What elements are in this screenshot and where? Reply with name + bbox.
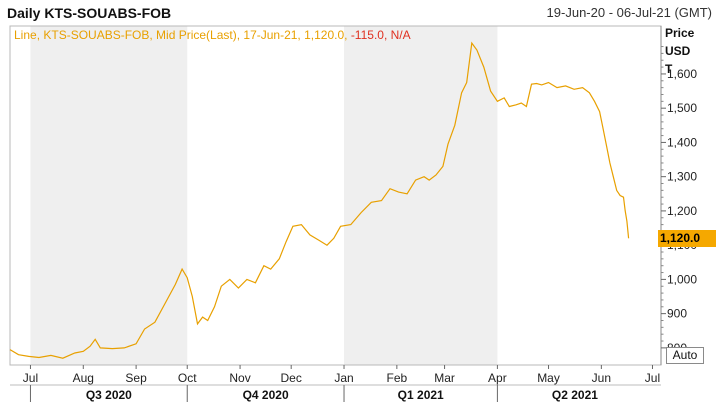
quarter-label: Q4 2020: [243, 388, 289, 402]
y-tick-label: 1,400: [667, 135, 697, 149]
y-tick-label: 1,300: [667, 170, 697, 184]
x-tick-label: Feb: [387, 371, 408, 385]
x-tick-label: Aug: [73, 371, 94, 385]
x-tick-label: Jul: [645, 371, 660, 385]
quarter-label: Q1 2021: [398, 388, 444, 402]
quarter-band: [344, 26, 498, 365]
y-axis: 8009001,0001,1001,2001,3001,4001,5001,60…: [661, 46, 697, 355]
quarter-band: [30, 26, 188, 365]
legend-na: N/A: [390, 28, 411, 42]
x-tick-label: Mar: [434, 371, 455, 385]
legend-series-label: Line, KTS-SOUABS-FOB, Mid Price(Last), 1…: [14, 28, 348, 42]
date-range: 19-Jun-20 - 06-Jul-21 (GMT): [546, 5, 712, 20]
x-tick-label: Oct: [178, 371, 197, 385]
chart-title-bar: Daily KTS-SOUABS-FOB 19-Jun-20 - 06-Jul-…: [0, 0, 718, 26]
y-tick-label: 900: [667, 307, 687, 321]
price-axis-title: Price USD T: [665, 24, 694, 78]
x-tick-label: Dec: [281, 371, 302, 385]
currency-label: USD: [665, 44, 691, 58]
y-tick-label: 1,600: [667, 67, 697, 81]
y-tick-label: 1,500: [667, 101, 697, 115]
unit-label: T: [665, 62, 673, 76]
y-tick-label: 1,000: [667, 272, 697, 286]
legend: Line, KTS-SOUABS-FOB, Mid Price(Last), 1…: [14, 28, 411, 42]
x-tick-label: Jul: [23, 371, 38, 385]
last-price-badge: 1,120.0: [658, 230, 716, 247]
x-axis: Jul Aug Sep Oct Nov Dec Jan Feb Mar Apr May Jun Jul Q…: [10, 365, 661, 402]
x-tick-label: Sep: [125, 371, 147, 385]
x-tick-label: May: [537, 371, 560, 385]
chart-title: Daily KTS-SOUABS-FOB: [7, 5, 172, 21]
quarter-label: Q2 2021: [552, 388, 598, 402]
y-tick-label: 1,200: [667, 204, 697, 218]
x-tick-label: Jun: [592, 371, 611, 385]
quarter-label: Q3 2020: [86, 388, 132, 402]
x-tick-label: Apr: [488, 371, 507, 385]
price-label: Price: [665, 26, 695, 40]
series-line: [9, 41, 630, 359]
x-tick-label: Nov: [229, 371, 250, 385]
legend-change: -115.0,: [350, 28, 388, 42]
x-tick-label: Jan: [334, 371, 353, 385]
quarter-bands: [30, 26, 498, 365]
auto-scale-button[interactable]: Auto: [666, 347, 704, 364]
